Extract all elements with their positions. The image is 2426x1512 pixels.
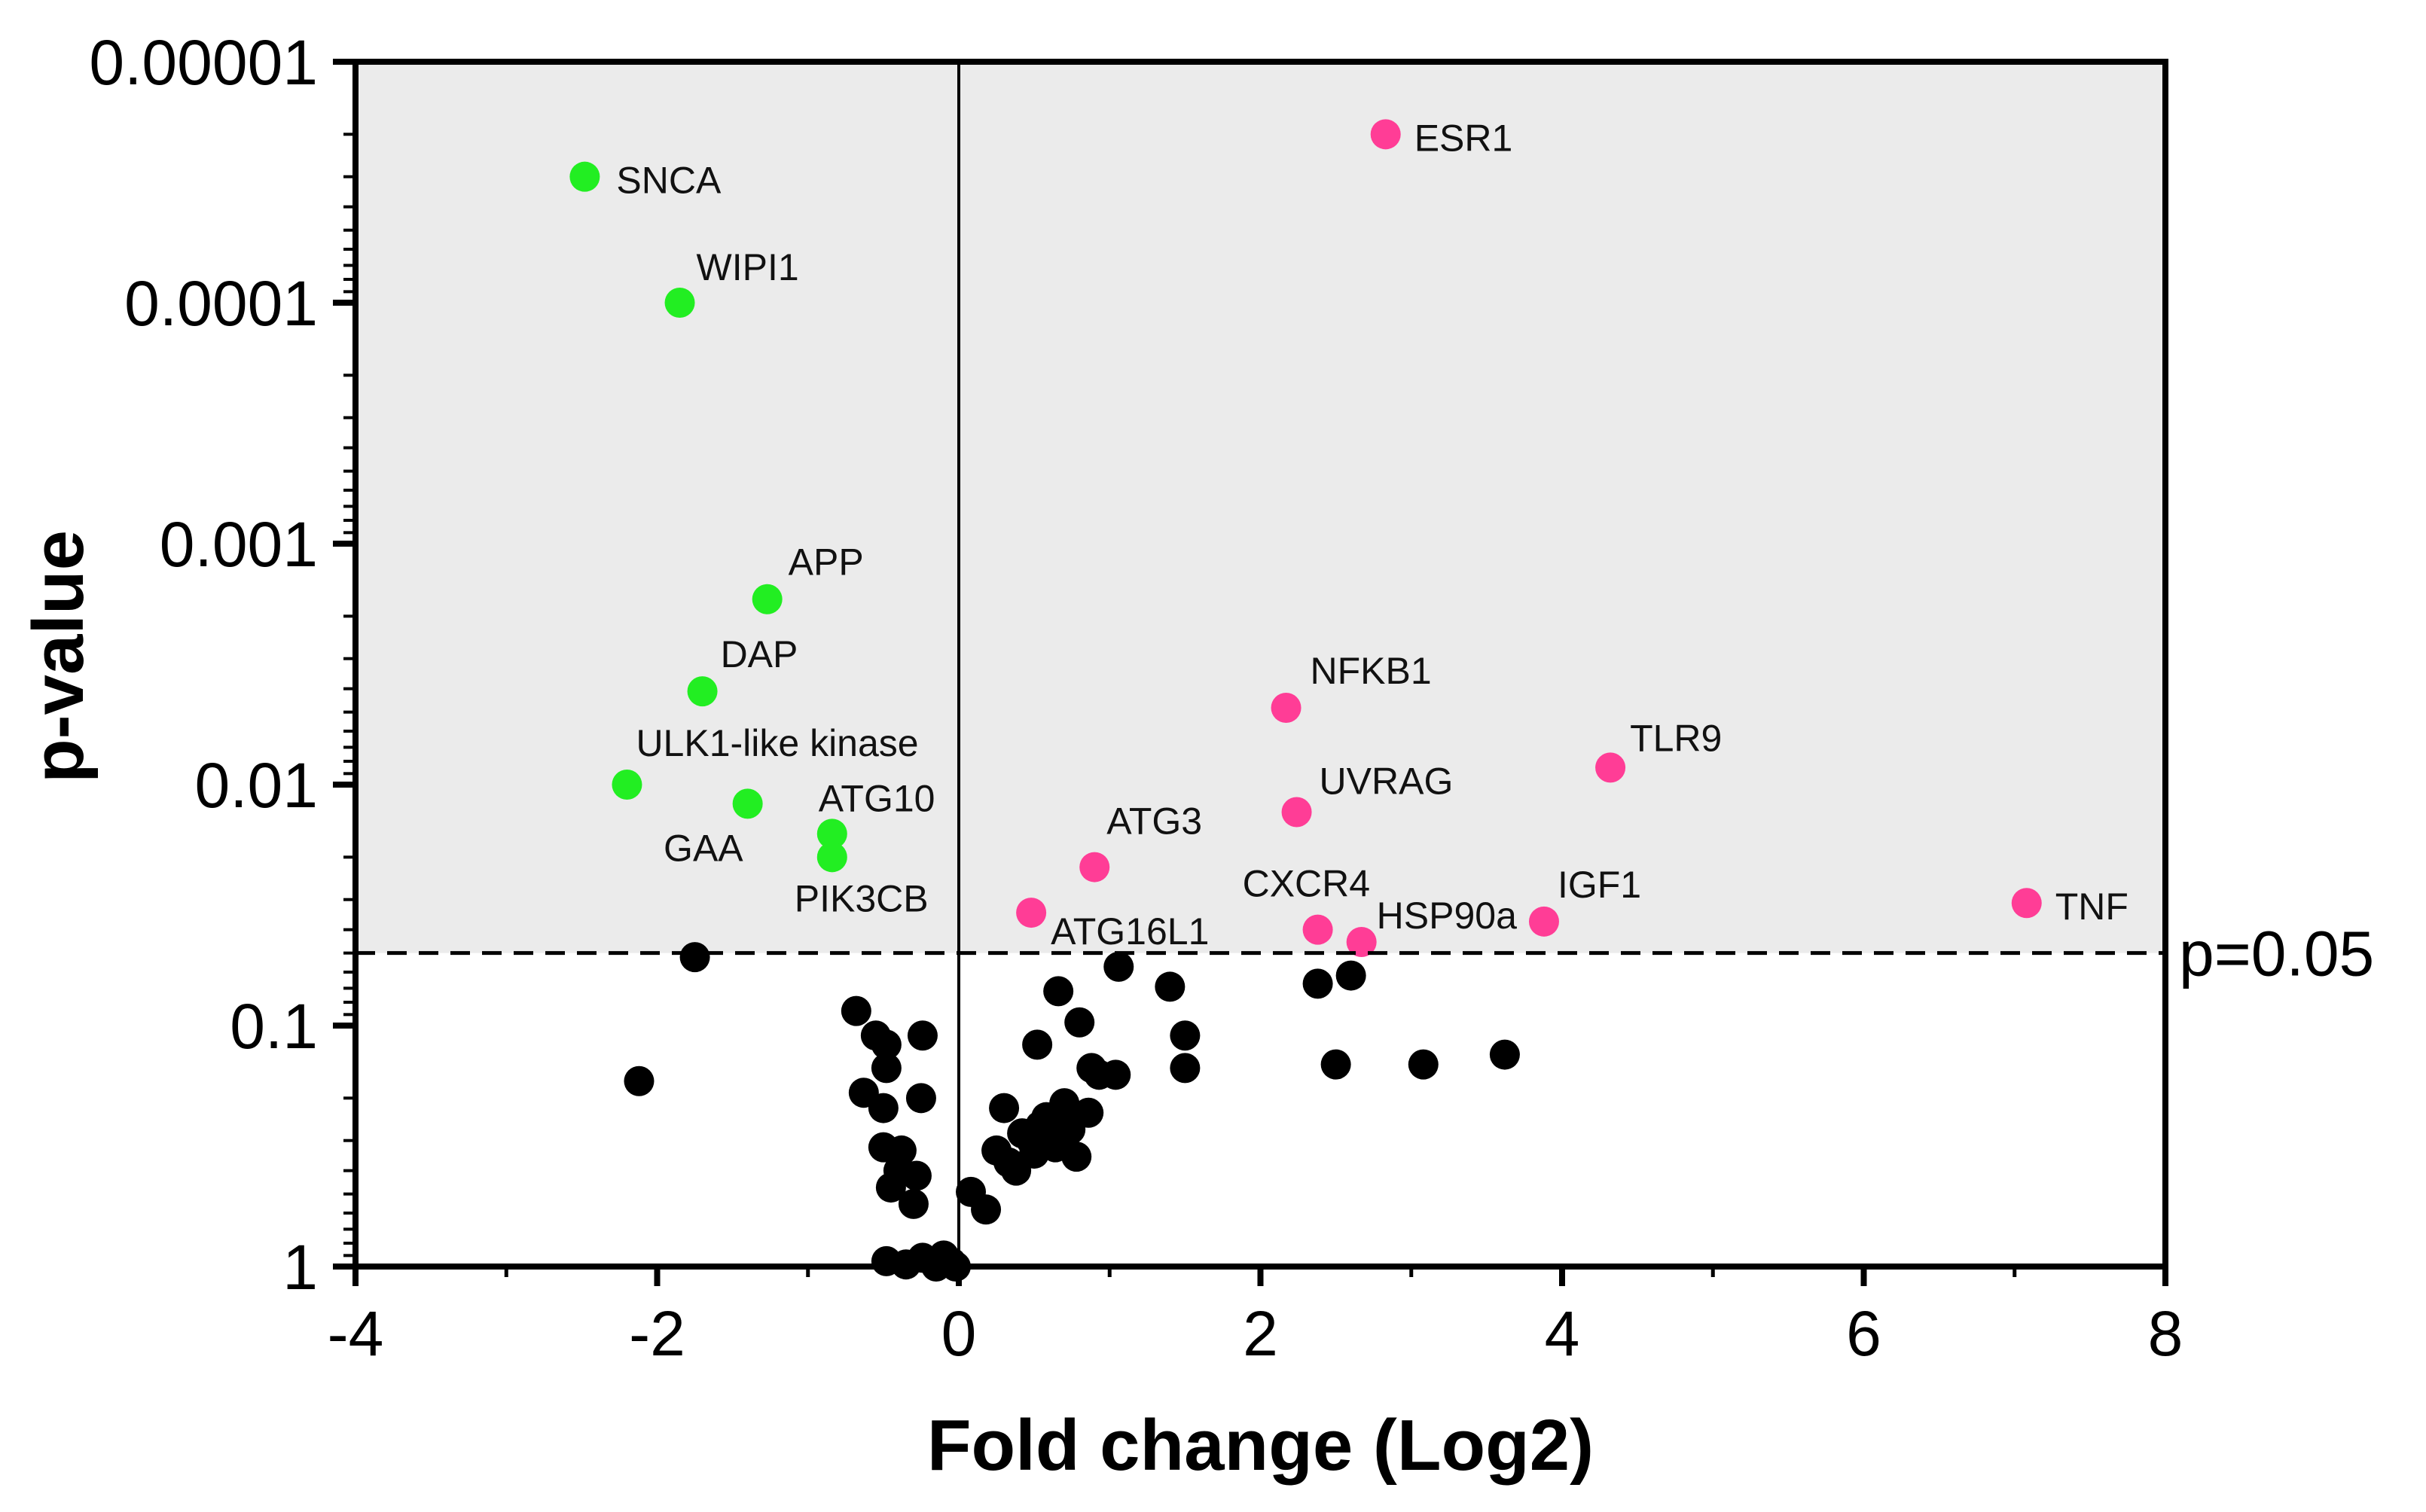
gene-label: ATG16L1 [1051,910,1209,953]
up-point [1016,898,1047,928]
gene-label: PIK3CB [795,877,929,919]
ns-point [898,1188,929,1219]
up-point [1302,914,1333,945]
gene-label: HSP90a [1377,895,1517,937]
ns-point [624,1065,655,1096]
up-point [1079,852,1110,883]
ns-point [971,1194,1002,1225]
down-point [816,818,847,849]
down-point [732,788,763,819]
gene-label: SNCA [616,160,722,202]
points-layer [569,119,2042,1282]
ns-point [875,1172,906,1203]
ns-point [1170,1020,1201,1051]
gene-label: CXCR4 [1243,863,1370,905]
gene-label: WIPI1 [697,246,799,288]
x-axis-title: Fold change (Log2) [927,1405,1594,1486]
labels-layer: SNCA WIPI1 APP DAP ULK1-like kinase GAA ATG10 P… [616,117,2128,953]
down-point [569,161,600,192]
y-tick-label: 0.01 [195,750,319,821]
up-point [1370,119,1401,150]
ns-point [907,1020,938,1051]
ns-point [1408,1049,1439,1080]
ns-point [1155,971,1186,1002]
up-point [1595,752,1626,783]
down-point [612,770,642,800]
ns-point [901,1160,932,1191]
x-tick-label: -2 [629,1298,685,1369]
up-point [2011,888,2042,919]
ns-point [679,942,710,973]
y-axis-title: p-value [18,530,99,783]
y-tick-label: 0.00001 [89,27,318,98]
significance-shade-region [356,62,2165,953]
ns-point [1302,968,1333,999]
up-point [1346,927,1377,958]
up-point [1281,797,1312,828]
gene-label: UVRAG [1320,760,1454,802]
ns-point [868,1093,899,1123]
y-tick-label: 1 [282,1232,318,1303]
up-point [1528,906,1559,937]
ns-point [871,1053,902,1084]
gene-label: APP [789,541,864,584]
ns-point [905,1083,936,1114]
down-point [816,842,847,873]
ns-point [1100,1059,1131,1090]
y-tick-label: 0.0001 [124,268,318,339]
gene-label: GAA [664,827,743,869]
ns-point [1022,1029,1053,1060]
x-tick-label: 2 [1243,1298,1278,1369]
gene-label: TLR9 [1630,717,1722,759]
ns-point [1064,1007,1095,1038]
gene-label: ESR1 [1414,117,1513,159]
up-point [1271,692,1301,723]
gene-label: NFKB1 [1311,650,1432,692]
x-tick-label: 0 [941,1298,977,1369]
ns-point [1320,1049,1351,1080]
ns-point [1061,1142,1092,1172]
ns-point [1049,1088,1080,1119]
down-point [687,676,718,707]
y-axis: 0.00001 0.0001 0.001 0.01 0.1 1 [89,27,356,1303]
ns-point [1043,976,1074,1007]
x-tick-label: -4 [328,1298,384,1369]
threshold-label: p=0.05 [2179,919,2374,989]
y-tick-label: 0.001 [160,509,318,580]
gene-label: TNF [2055,886,2128,928]
ns-point [871,1029,902,1060]
x-axis: -4 -2 0 2 4 6 8 [328,1267,2183,1369]
down-point [752,584,783,614]
gene-label: IGF1 [1558,864,1641,906]
y-tick-label: 0.1 [230,991,318,1062]
ns-point [841,995,871,1026]
gene-label: ATG10 [819,777,935,819]
ns-point [1170,1053,1201,1084]
gene-label: DAP [721,633,798,675]
x-tick-label: 8 [2148,1298,2183,1369]
ns-point [989,1093,1020,1123]
ns-point [1073,1097,1104,1128]
x-tick-label: 4 [1545,1298,1580,1369]
x-tick-label: 6 [1846,1298,1881,1369]
gene-label: ATG3 [1106,800,1202,843]
gene-label: ULK1-like kinase [636,722,918,764]
down-point [664,288,695,318]
ns-point [1103,951,1134,982]
ns-point [1335,960,1366,991]
ns-point [1489,1039,1520,1070]
